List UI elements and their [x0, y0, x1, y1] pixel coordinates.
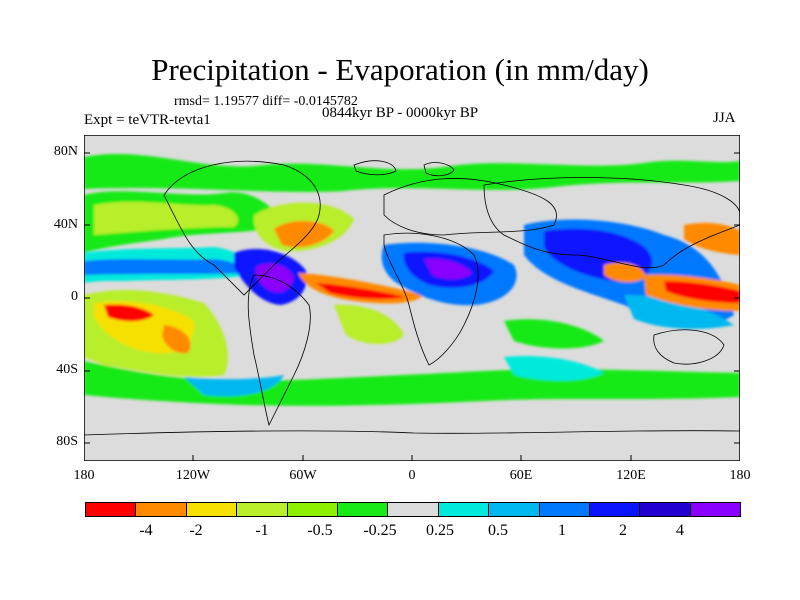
x-tick-label: 180 — [73, 468, 95, 483]
legend-label: 0.5 — [488, 522, 508, 539]
legend-label: 0.25 — [426, 522, 454, 539]
map-title: Precipitation - Evaporation (in mm/day) — [151, 52, 649, 87]
colorbar-swatch — [186, 503, 238, 516]
legend-label: -2 — [189, 522, 203, 539]
colorbar-swatch — [136, 503, 187, 516]
precip-evap-map — [84, 135, 740, 461]
anomaly-fields — [84, 153, 740, 406]
legend-label: -0.25 — [363, 522, 397, 539]
legend-label: 4 — [676, 522, 684, 539]
y-tick-label: 40S — [56, 362, 78, 377]
colorbar-swatch — [237, 503, 288, 516]
tick-marks — [84, 152, 740, 461]
x-tick-label: 120W — [175, 468, 211, 483]
x-tick-label: 0 — [408, 468, 416, 483]
colorbar — [85, 502, 741, 517]
legend-label: -1 — [255, 522, 269, 539]
y-tick-label: 40N — [53, 217, 78, 232]
colorbar-swatch — [388, 503, 439, 516]
period-label: 0844kyr BP - 0000kyr BP — [322, 105, 479, 121]
colorbar-swatch — [287, 503, 338, 516]
colorbar-swatch — [337, 503, 389, 516]
season-label: JJA — [713, 110, 736, 126]
experiment-label: Expt = teVTR-tevta1 — [84, 112, 211, 128]
colorbar-swatch — [86, 503, 137, 516]
y-tick-label: 80N — [53, 144, 78, 159]
y-tick-label: 0 — [71, 289, 78, 304]
colorbar-swatch — [489, 503, 540, 516]
colorbar-swatch — [589, 503, 641, 516]
colorbar-swatch — [640, 503, 691, 516]
x-tick-label: 180 — [729, 468, 751, 483]
legend-label: -4 — [139, 522, 153, 539]
x-tick-label: 120E — [616, 468, 646, 483]
stats-readout: rmsd= 1.19577 diff= -0.0145782 — [174, 94, 358, 109]
colorbar-swatch — [539, 503, 590, 516]
colorbar-swatch — [690, 503, 741, 516]
legend-label: 1 — [558, 522, 566, 539]
legend-label: 2 — [619, 522, 627, 539]
coastlines — [84, 160, 740, 436]
x-tick-label: 60E — [509, 468, 533, 483]
x-tick-label: 60W — [289, 468, 317, 483]
colorbar-swatch — [438, 503, 490, 516]
legend-label: -0.5 — [307, 522, 333, 539]
y-tick-label: 80S — [56, 434, 78, 449]
